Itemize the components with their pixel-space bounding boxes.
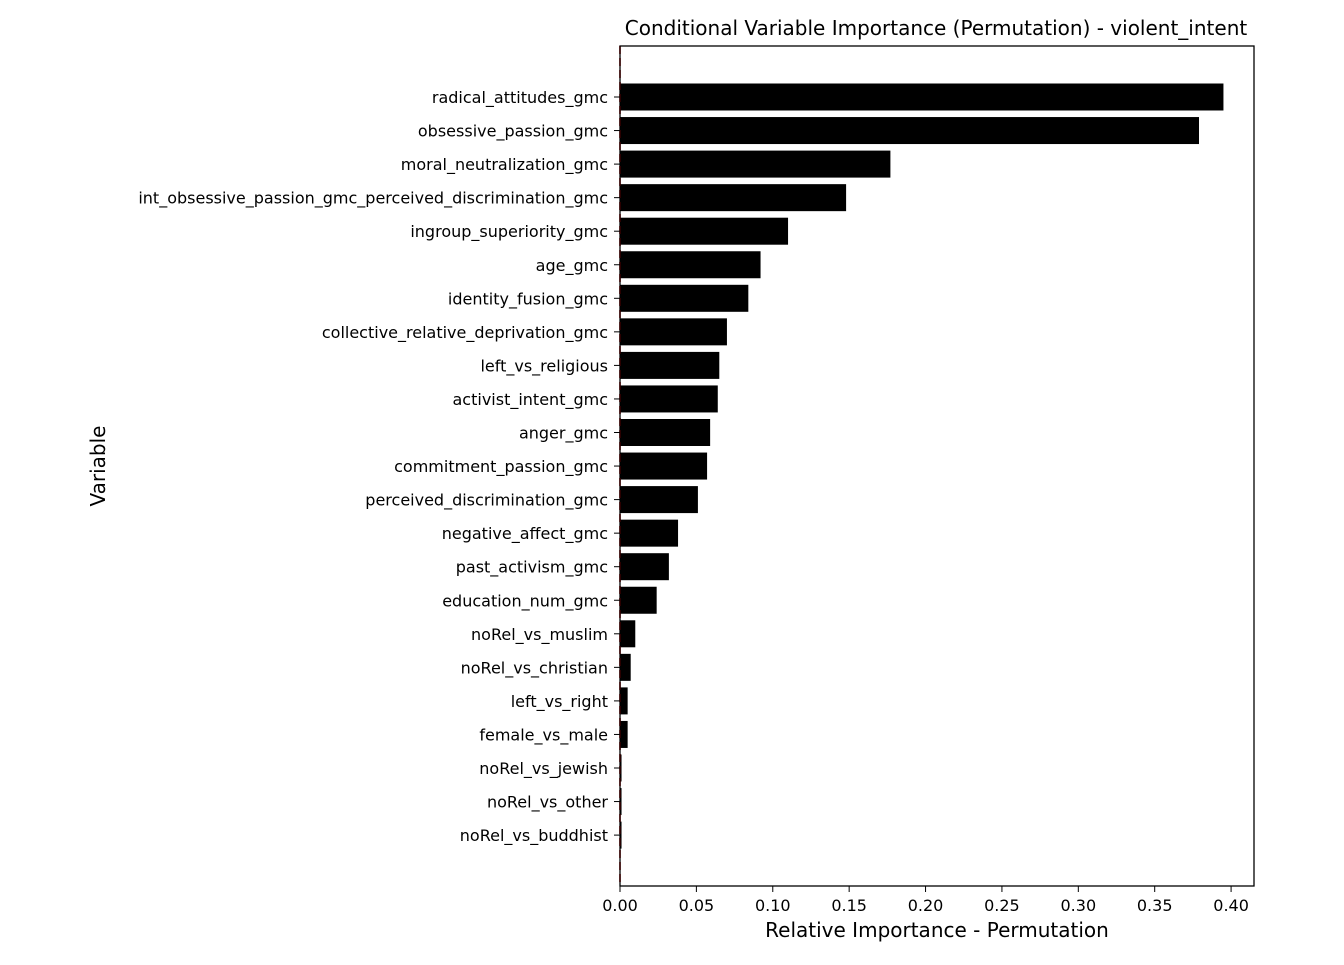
y-tick-label: negative_affect_gmc bbox=[442, 524, 608, 544]
y-tick-label: education_num_gmc bbox=[442, 591, 608, 611]
bar-int_obsessive_passion_gmc_perceived_discrimination_gmc bbox=[620, 184, 847, 212]
bar-identity_fusion_gmc bbox=[620, 284, 749, 312]
y-tick-label: int_obsessive_passion_gmc_perceived_disc… bbox=[138, 189, 608, 209]
bar-radical_attitudes_gmc bbox=[620, 83, 1224, 111]
y-tick-label: anger_gmc bbox=[519, 424, 608, 444]
x-tick-label: 0.35 bbox=[1137, 896, 1173, 915]
bar-moral_neutralization_gmc bbox=[620, 150, 891, 178]
y-tick-label: moral_neutralization_gmc bbox=[401, 155, 608, 175]
x-tick-label: 0.25 bbox=[984, 896, 1020, 915]
x-tick-label: 0.15 bbox=[831, 896, 867, 915]
bar-past_activism_gmc bbox=[620, 553, 669, 581]
bar-obsessive_passion_gmc bbox=[620, 117, 1200, 145]
y-tick-label: obsessive_passion_gmc bbox=[418, 122, 608, 142]
y-tick-label: identity_fusion_gmc bbox=[448, 289, 608, 309]
bar-anger_gmc bbox=[620, 419, 711, 446]
x-tick-label: 0.10 bbox=[755, 896, 791, 915]
bar-noRel_vs_christian bbox=[620, 653, 631, 681]
y-tick-label: noRel_vs_buddhist bbox=[460, 826, 608, 846]
y-axis-label: Variable bbox=[86, 426, 110, 507]
y-tick-label: radical_attitudes_gmc bbox=[432, 88, 608, 108]
y-tick-label: commitment_passion_gmc bbox=[394, 457, 608, 477]
x-tick-label: 0.40 bbox=[1213, 896, 1249, 915]
x-axis-ticks: 0.00 0.05 0.10 0.15 0.20 0.25 0.30 0.35 0.40 bbox=[602, 886, 1249, 915]
bar-noRel_vs_other bbox=[620, 788, 622, 816]
y-tick-label: past_activism_gmc bbox=[456, 558, 608, 578]
bar-female_vs_male bbox=[620, 720, 628, 748]
y-tick-label: ingroup_superiority_gmc bbox=[410, 222, 608, 242]
bar-collective_relative_deprivation_gmc bbox=[620, 318, 727, 346]
y-tick-label: age_gmc bbox=[536, 256, 608, 276]
y-tick-label: left_vs_right bbox=[511, 692, 608, 712]
bar-left_vs_right bbox=[620, 687, 628, 715]
y-tick-label: noRel_vs_muslim bbox=[471, 625, 608, 645]
bar-left_vs_religious bbox=[620, 351, 720, 379]
bar-age_gmc bbox=[620, 251, 761, 279]
y-tick-label: noRel_vs_christian bbox=[461, 658, 608, 678]
x-axis-label: Relative Importance - Permutation bbox=[765, 918, 1109, 942]
x-tick-label: 0.20 bbox=[908, 896, 944, 915]
x-tick-label: 0.05 bbox=[679, 896, 715, 915]
y-tick-label: activist_intent_gmc bbox=[453, 390, 609, 410]
bars-layer bbox=[620, 83, 1224, 849]
y-tick-label: female_vs_male bbox=[479, 725, 608, 745]
y-tick-label: collective_relative_deprivation_gmc bbox=[322, 323, 608, 343]
bar-noRel_vs_muslim bbox=[620, 620, 636, 648]
y-tick-label: noRel_vs_jewish bbox=[479, 759, 608, 779]
bar-noRel_vs_buddhist bbox=[620, 821, 622, 849]
y-tick-label: noRel_vs_other bbox=[487, 793, 608, 813]
bar-activist_intent_gmc bbox=[620, 385, 718, 413]
x-tick-label: 0.30 bbox=[1061, 896, 1097, 915]
y-tick-label: perceived_discrimination_gmc bbox=[365, 491, 608, 511]
bar-commitment_passion_gmc bbox=[620, 452, 708, 480]
bar-ingroup_superiority_gmc bbox=[620, 217, 789, 245]
y-axis-ticks: radical_attitudes_gmc obsessive_passion_g… bbox=[138, 88, 620, 846]
bar-education_num_gmc bbox=[620, 586, 657, 614]
y-tick-label: left_vs_religious bbox=[480, 356, 608, 376]
bar-perceived_discrimination_gmc bbox=[620, 486, 698, 514]
x-tick-label: 0.00 bbox=[602, 896, 638, 915]
chart-title: Conditional Variable Importance (Permuta… bbox=[625, 16, 1248, 40]
bar-negative_affect_gmc bbox=[620, 519, 679, 547]
